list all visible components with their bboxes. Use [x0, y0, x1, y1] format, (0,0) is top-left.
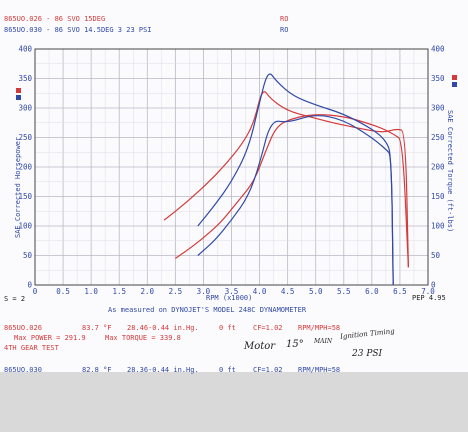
x-tick-label: 3.0 — [197, 287, 211, 296]
plot-frame — [34, 48, 429, 286]
x-tick-label: 1.0 — [84, 287, 98, 296]
x-tick-label: 1.5 — [112, 287, 126, 296]
scan-margin — [0, 372, 468, 432]
info-run2-cf: CF=1.02 — [253, 366, 283, 374]
run1-id: 865UO.026 — [4, 15, 42, 23]
info-run2-mode: RPM/MPH=58 — [298, 366, 341, 374]
info-run2-id: 865UO.030 — [4, 366, 42, 374]
run1-label: 865UO.026 - 86 SVO 15DEG — [4, 15, 106, 23]
y-right-tick-label: 350 — [431, 74, 445, 83]
y-left-tick-label: 150 — [18, 192, 32, 201]
legend-swatch-red-left — [16, 88, 21, 93]
y-right-tick-label: 150 — [431, 192, 445, 201]
run2-id: 865UO.030 — [4, 26, 42, 34]
y-left-tick-label: 350 — [18, 74, 32, 83]
y-left-tick-label: 100 — [18, 222, 32, 231]
y-left-tick-labels: 0 50 100 150 200 250 300 350 400 — [18, 45, 32, 290]
y-right-tick-label: 100 — [431, 222, 445, 231]
run2-tag: RO — [280, 26, 289, 34]
x-tick-label: 2.5 — [169, 287, 183, 296]
y-left-tick-label: 0 — [27, 281, 32, 290]
legend-swatch-blue-left — [16, 95, 21, 100]
x-tick-label: 5.5 — [337, 287, 351, 296]
info-run1-baro: 28.46-0.44 in.Hg. — [127, 324, 199, 332]
y-right-tick-labels: 0 50 100 150 200 250 300 350 400 — [431, 45, 445, 290]
info-max-torque: Max TORQUE = 339.8 — [105, 334, 181, 342]
run1-tag: RO — [280, 15, 289, 23]
y-right-tick-label: 50 — [431, 251, 441, 260]
y-right-tick-label: 250 — [431, 133, 445, 142]
info-gear: 4TH GEAR TEST — [4, 344, 59, 352]
info-run1-alt: 0 ft — [219, 324, 236, 332]
y-left-tick-label: 250 — [18, 133, 32, 142]
x-tick-label: 0.5 — [56, 287, 70, 296]
paper-scan — [0, 0, 468, 372]
hand-motor: Motor — [244, 341, 276, 352]
hand-main: MAIN — [314, 338, 333, 345]
dyno-chart: 0 0.5 1.0 1.5 2.0 2.5 3.0 3.5 4.0 4.5 5.0 5.5 6.0 6.5… — [18, 45, 445, 297]
run2-desc: 86 SVO 14.5DEG 3 23 PSI — [54, 26, 152, 34]
series-865UO-026-hp — [175, 114, 409, 268]
y-right-tick-label: 300 — [431, 104, 445, 113]
info-run1-id: 865UO.026 — [4, 324, 42, 332]
legend-swatch-blue-right — [452, 82, 457, 87]
info-run2-baro: 28.36-0.44 in.Hg. — [127, 366, 199, 374]
x-tick-labels: 0 0.5 1.0 1.5 2.0 2.5 3.0 3.5 4.0 4.5 5.0 5.5 6.0 6.5… — [33, 287, 436, 296]
y-left-tick-label: 400 — [18, 45, 32, 54]
info-run1-temp: 83.7 °F — [82, 324, 112, 332]
legend-swatch-red-right — [452, 75, 457, 80]
hand-deg: 15° — [286, 339, 304, 350]
x-tick-label: 0 — [33, 287, 38, 296]
x-tick-label: 7.0 — [421, 287, 435, 296]
grid — [34, 48, 429, 286]
series-lines — [163, 73, 409, 286]
info-run1-mode: RPM/MPH=58 — [298, 324, 341, 332]
y-right-tick-label: 0 — [431, 281, 436, 290]
x-tick-label: 6.5 — [393, 287, 407, 296]
x-tick-label: 5.0 — [309, 287, 323, 296]
series-865UO-030-hp — [197, 115, 394, 286]
run1-desc: 86 SVO 15DEG — [54, 15, 106, 23]
y-right-tick-label: 200 — [431, 163, 445, 172]
x-tick-label: 6.0 — [365, 287, 379, 296]
series-865UO-030-torque — [197, 73, 394, 286]
y-left-tick-label: 300 — [18, 104, 32, 113]
y-left-tick-label: 200 — [18, 163, 32, 172]
info-max-power: Max POWER = 291.9 — [14, 334, 86, 342]
x-tick-label: 4.5 — [281, 287, 295, 296]
series-865UO-026-torque — [163, 91, 409, 268]
y-left-tick-label: 50 — [23, 251, 33, 260]
x-tick-label: 2.0 — [141, 287, 155, 296]
info-run2-temp: 82.8 °F — [82, 366, 112, 374]
y-right-tick-label: 400 — [431, 45, 445, 54]
pep-label: PEP 4.95 — [412, 294, 446, 302]
x-axis-title: RPM (x1000) — [206, 294, 253, 302]
hand-psi: 23 PSI — [352, 349, 383, 359]
smoothing-label: S = 2 — [4, 295, 26, 303]
run2-label: 865UO.030 - 86 SVO 14.5DEG 3 23 PSI — [4, 26, 152, 34]
footer-note: As measured on DYNOJET'S MODEL 248C DYNA… — [108, 306, 307, 314]
x-tick-label: 4.0 — [253, 287, 267, 296]
info-run1-cf: CF=1.02 — [253, 324, 283, 332]
x-tick-label: 3.5 — [225, 287, 239, 296]
info-run2-alt: 0 ft — [219, 366, 236, 374]
